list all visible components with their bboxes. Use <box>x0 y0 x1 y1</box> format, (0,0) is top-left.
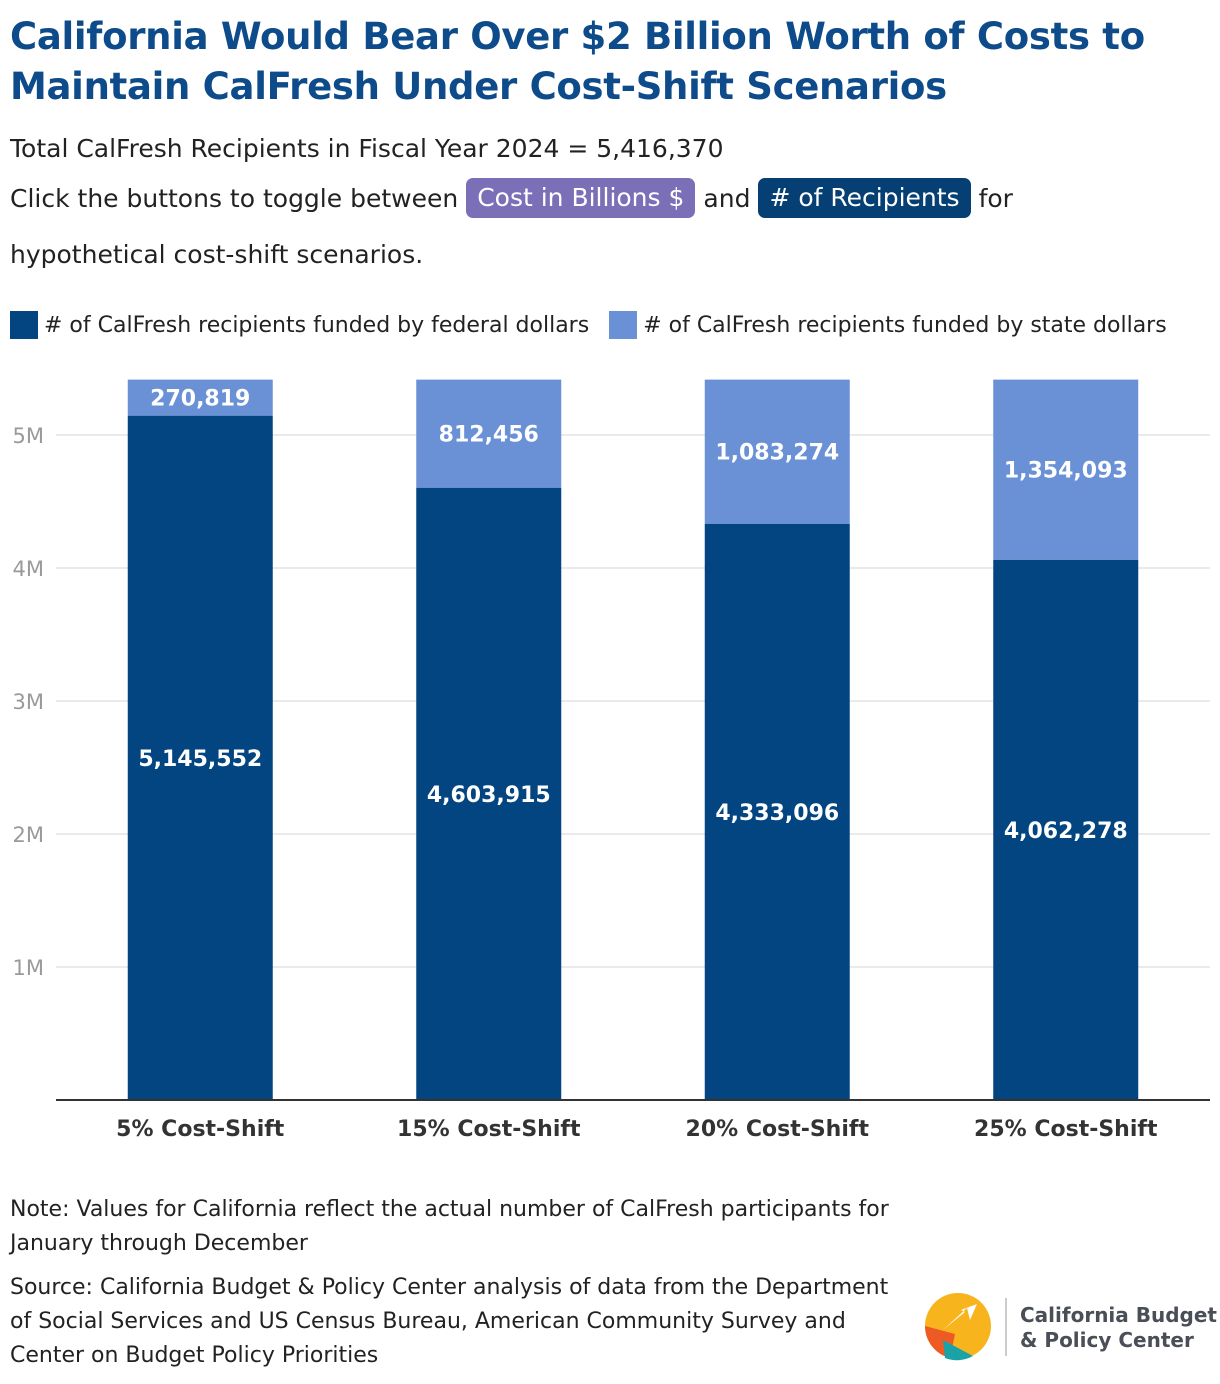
toggle-instructions: Click the buttons to toggle between Cost… <box>10 176 1013 220</box>
data-label-state: 270,819 <box>150 387 250 412</box>
bar-state <box>127 379 273 416</box>
x-tick-label: 5% Cost-Shift <box>116 1117 285 1142</box>
legend-label-federal: # of CalFresh recipients funded by feder… <box>44 312 590 338</box>
subtitle: Total CalFresh Recipients in Fiscal Year… <box>10 134 724 163</box>
cbpc-logo-icon <box>925 1293 991 1361</box>
bar-federal <box>127 415 273 1100</box>
toggle-instructions-line3: hypothetical cost-shift scenarios. <box>10 240 424 269</box>
footer-note: Note: Values for California reflect the … <box>10 1197 889 1256</box>
data-label-state: 812,456 <box>439 423 539 448</box>
bar-state <box>416 379 562 488</box>
chart-title: California Would Bear Over $2 Billion Wo… <box>10 15 1145 108</box>
stacked-bar-chart: 1M 2M 3M 4M 5M 5,145,552 270,819 5% Cost-Shift 4… <box>13 379 1210 1142</box>
x-tick-label: 15% Cost-Shift <box>397 1117 581 1142</box>
logo-line2: & Policy Center <box>1020 1328 1194 1352</box>
y-tick-label: 3M <box>13 690 44 714</box>
chart-legend: # of CalFresh recipients funded by feder… <box>10 311 1187 339</box>
legend-item-state[interactable]: # of CalFresh recipients funded by state… <box>609 311 1167 339</box>
x-tick-label: 20% Cost-Shift <box>686 1117 870 1142</box>
legend-label-state: # of CalFresh recipients funded by state… <box>643 312 1167 338</box>
y-tick-label: 2M <box>13 823 44 847</box>
toggle-prefix: Click the buttons to toggle between <box>10 183 459 213</box>
logo-text: California Budget & Policy Center <box>1020 1303 1217 1353</box>
legend-item-federal[interactable]: # of CalFresh recipients funded by feder… <box>10 311 589 339</box>
data-label-state: 1,354,093 <box>1004 459 1128 484</box>
bar-state <box>704 379 850 524</box>
legend-swatch-state <box>609 311 638 339</box>
data-label-federal: 4,333,096 <box>715 801 839 826</box>
data-label-federal: 4,603,915 <box>427 783 551 808</box>
bar-federal <box>416 487 562 1100</box>
y-tick-label: 4M <box>13 557 44 581</box>
data-label-state: 1,083,274 <box>715 441 839 466</box>
legend-swatch-federal <box>10 311 38 339</box>
y-tick-label: 5M <box>13 424 44 448</box>
bar-federal <box>993 559 1139 1100</box>
logo-line1: California Budget <box>1020 1303 1217 1327</box>
cost-in-billions-button[interactable]: Cost in Billions $ <box>466 178 696 218</box>
data-label-federal: 4,062,278 <box>1004 819 1128 844</box>
toggle-suffix: for <box>978 183 1013 213</box>
bar-state <box>993 379 1139 560</box>
y-tick-label: 1M <box>13 956 44 980</box>
data-label-federal: 5,145,552 <box>138 747 262 772</box>
x-tick-label: 25% Cost-Shift <box>974 1117 1158 1142</box>
bar-federal <box>704 523 850 1100</box>
toggle-and: and <box>703 183 751 213</box>
footer-source: Source: California Budget & Policy Cente… <box>10 1275 889 1368</box>
logo-divider <box>1005 1298 1007 1356</box>
recipients-button[interactable]: # of Recipients <box>758 178 971 218</box>
